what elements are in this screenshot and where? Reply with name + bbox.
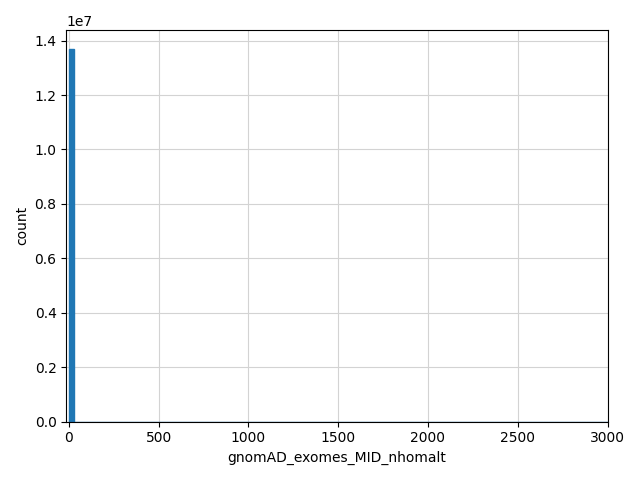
- Bar: [69, 49, 74, 421]
- Y-axis label: count: count: [15, 206, 29, 245]
- X-axis label: gnomAD_exomes_MID_nhomalt: gnomAD_exomes_MID_nhomalt: [227, 451, 446, 465]
